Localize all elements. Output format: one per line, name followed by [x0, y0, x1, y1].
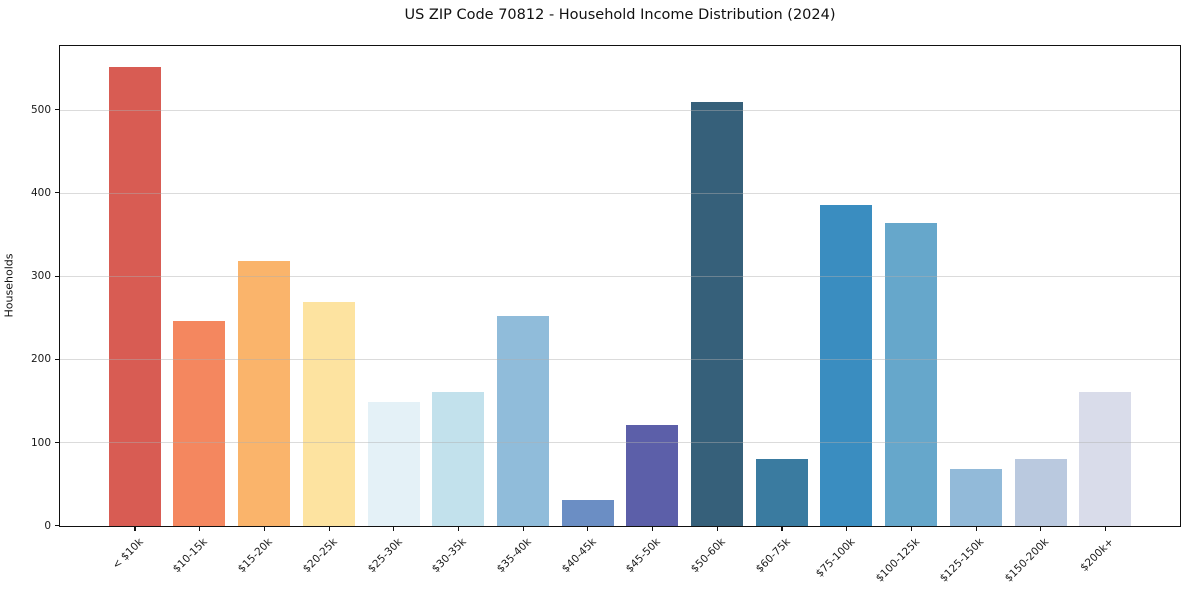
x-tick-$50-60k — [716, 527, 718, 531]
x-tick-label-$125-150k: $125-150k — [938, 536, 987, 585]
bar-$60-75k — [755, 459, 808, 526]
bar-$75-100k — [820, 204, 873, 526]
x-tick-$40-45k — [587, 527, 589, 531]
x-tick-$10-15k — [199, 527, 201, 531]
x-tick-label-< $10k: < $10k — [109, 536, 146, 572]
y-tick-400 — [55, 192, 59, 194]
x-tick-$75-100k — [846, 527, 848, 531]
bar-$100-125k — [885, 223, 938, 526]
x-tick-label-$75-100k: $75-100k — [813, 536, 858, 580]
x-tick-$25-30k — [393, 527, 395, 531]
x-tick-label-$200k+: $200k+ — [1078, 536, 1116, 574]
bar-< $10k — [108, 66, 161, 526]
gridline-y100 — [60, 442, 1180, 444]
x-tick-label-$20-25k: $20-25k — [300, 536, 340, 576]
x-tick-label-$150-200k: $150-200k — [1002, 536, 1052, 585]
bar-$10-15k — [173, 320, 226, 526]
x-tick-label-$60-75k: $60-75k — [753, 536, 793, 576]
bar-$25-30k — [367, 402, 420, 526]
x-tick-$100-125k — [910, 527, 912, 531]
gridline-y500 — [60, 109, 1180, 111]
y-tick-0 — [55, 525, 59, 527]
x-tick-$60-75k — [781, 527, 783, 531]
x-tick-label-$35-40k: $35-40k — [494, 536, 534, 576]
x-tick-label-$40-45k: $40-45k — [559, 536, 599, 576]
x-tick-label-$100-125k: $100-125k — [873, 536, 922, 585]
x-tick-$125-150k — [975, 527, 977, 531]
bar-$30-35k — [432, 392, 485, 526]
bar-$35-40k — [496, 315, 549, 526]
x-tick-label-$30-35k: $30-35k — [429, 536, 469, 576]
bar-$15-20k — [238, 261, 291, 526]
x-tick-label-$15-20k: $15-20k — [235, 536, 275, 576]
y-tick-200 — [55, 358, 59, 360]
plot-area — [59, 45, 1181, 527]
x-tick-label-$45-50k: $45-50k — [623, 536, 664, 576]
x-tick-$30-35k — [457, 527, 460, 531]
x-tick-label-$25-30k: $25-30k — [365, 536, 405, 576]
x-tick-$20-25k — [328, 527, 330, 531]
chart-title: US ZIP Code 70812 - Household Income Dis… — [404, 7, 836, 23]
x-tick-$15-20k — [263, 527, 265, 531]
gridline-y300 — [60, 275, 1180, 277]
y-tick-label-0: 0 — [44, 519, 51, 532]
gridline-y200 — [60, 359, 1180, 361]
y-axis-label: Households — [2, 253, 16, 318]
bar-$200k+ — [1079, 392, 1132, 526]
bar-$150-200k — [1014, 459, 1067, 526]
gridline-y400 — [60, 192, 1180, 194]
y-tick-100 — [55, 441, 59, 444]
bar-$50-60k — [691, 101, 743, 526]
x-tick-< $10k — [134, 527, 136, 531]
y-tick-300 — [55, 275, 59, 277]
y-tick-label-100: 100 — [30, 436, 51, 449]
y-tick-label-500: 500 — [30, 103, 51, 116]
y-tick-500 — [55, 109, 59, 111]
bar-$20-25k — [302, 302, 355, 526]
bar-$45-50k — [626, 425, 679, 526]
bar-$125-150k — [949, 469, 1002, 526]
x-tick-$200k+ — [1104, 527, 1107, 531]
x-tick-label-$50-60k: $50-60k — [688, 536, 728, 576]
y-tick-label-200: 200 — [30, 353, 51, 366]
x-tick-$45-50k — [652, 527, 654, 531]
x-tick-label-$10-15k: $10-15k — [171, 536, 211, 576]
y-tick-label-400: 400 — [30, 186, 51, 199]
x-tick-$150-200k — [1040, 527, 1042, 531]
bar-$40-45k — [561, 500, 614, 526]
y-tick-label-300: 300 — [30, 270, 51, 283]
x-tick-$35-40k — [522, 527, 524, 531]
